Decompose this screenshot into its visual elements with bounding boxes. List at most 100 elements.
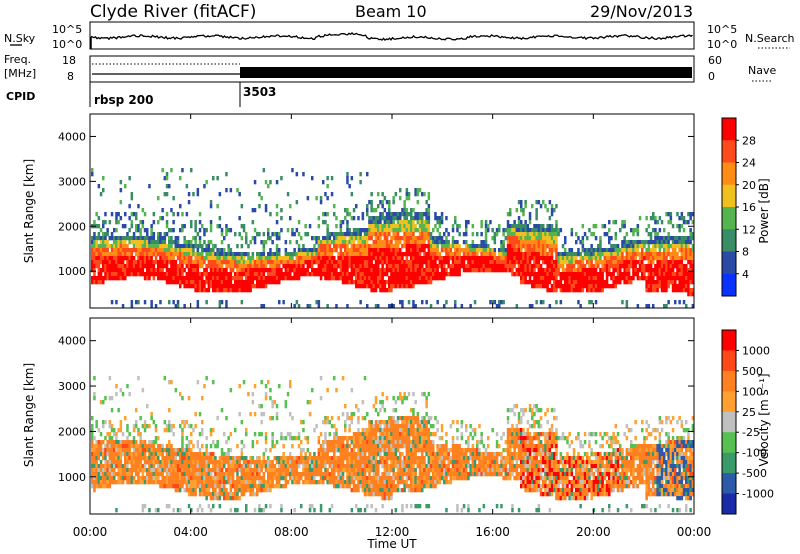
- heatmap-cell: [141, 268, 145, 273]
- heatmap-cell: [689, 264, 692, 269]
- heatmap-cell: [645, 284, 648, 289]
- heatmap-cell: [154, 244, 158, 249]
- heatmap-cell: [577, 268, 580, 273]
- heatmap-cell: [434, 224, 437, 229]
- heatmap-cell: [454, 216, 457, 221]
- heatmap-cell: [396, 216, 400, 221]
- heatmap-cell: [172, 228, 175, 233]
- heatmap-cell: [128, 240, 131, 245]
- heatmap-cell: [251, 236, 255, 241]
- heatmap-cell: [289, 216, 292, 221]
- heatmap-cell: [220, 280, 224, 285]
- heatmap-cell: [443, 260, 446, 265]
- heatmap-cell: [104, 248, 107, 253]
- heatmap-cell: [205, 272, 208, 277]
- heatmap-cell: [656, 268, 659, 273]
- heatmap-cell: [271, 272, 274, 277]
- heatmap-cell: [610, 256, 613, 261]
- heatmap-cell: [399, 268, 402, 273]
- heatmap-cell: [176, 276, 180, 281]
- heatmap-cell: [205, 460, 208, 465]
- heatmap-cell: [194, 464, 197, 469]
- heatmap-cell: [278, 476, 281, 481]
- heatmap-cell: [289, 268, 292, 273]
- heatmap-cell: [154, 428, 158, 433]
- heatmap-cell: [262, 260, 266, 265]
- heatmap-cell: [476, 268, 479, 273]
- heatmap-cell: [273, 280, 277, 285]
- heatmap-cell: [570, 256, 574, 261]
- heatmap-cell: [674, 264, 677, 269]
- heatmap-cell: [374, 244, 378, 249]
- heatmap-cell: [440, 272, 444, 277]
- heatmap-cell: [216, 252, 219, 257]
- heatmap-cell: [509, 224, 512, 229]
- heatmap-cell: [599, 280, 602, 285]
- heatmap-cell: [418, 212, 422, 217]
- heatmap-cell: [388, 248, 391, 253]
- heatmap-cell: [357, 268, 360, 273]
- heatmap-cell: [352, 264, 356, 269]
- heatmap-cell: [652, 228, 655, 233]
- heatmap-cell: [328, 276, 332, 281]
- heatmap-cell: [407, 284, 411, 289]
- heatmap-cell: [440, 220, 444, 225]
- heatmap-cell: [528, 232, 532, 237]
- heatmap-cell: [388, 276, 391, 281]
- heatmap-cell: [102, 468, 105, 473]
- heatmap-cell: [564, 252, 567, 257]
- heatmap-cell: [330, 264, 334, 269]
- heatmap-cell: [491, 260, 494, 265]
- heatmap-cell: [682, 280, 686, 285]
- heatmap-cell: [383, 240, 387, 245]
- heatmap-cell: [115, 216, 118, 221]
- heatmap-cell: [372, 268, 376, 273]
- heatmap-cell: [427, 276, 431, 281]
- heatmap-cell: [438, 272, 442, 277]
- heatmap-cell: [449, 244, 453, 249]
- heatmap-cell: [284, 264, 288, 269]
- heatmap-cell: [179, 452, 182, 457]
- heatmap-cell: [119, 252, 123, 257]
- heatmap-cell: [539, 256, 543, 261]
- heatmap-cell: [132, 456, 136, 461]
- heatmap-cell: [392, 224, 395, 229]
- heatmap-cell: [99, 432, 103, 437]
- heatmap-cell: [289, 276, 292, 281]
- heatmap-cell: [513, 256, 516, 261]
- heatmap-cell: [245, 476, 248, 481]
- heatmap-cell: [128, 268, 131, 273]
- heatmap-cell: [368, 264, 371, 269]
- heatmap-cell: [176, 268, 180, 273]
- heatmap-cell: [135, 248, 138, 253]
- heatmap-cell: [348, 248, 351, 253]
- heatmap-cell: [550, 248, 554, 253]
- heatmap-cell: [113, 236, 116, 241]
- heatmap-cell: [242, 380, 246, 385]
- heatmap-cell: [434, 264, 437, 269]
- heatmap-cell: [555, 240, 558, 245]
- heatmap-cell: [139, 444, 142, 449]
- colorbar-swatch: [722, 118, 736, 141]
- heatmap-cell: [687, 292, 690, 297]
- heatmap-cell: [601, 268, 604, 273]
- heatmap-cell: [165, 232, 169, 237]
- heatmap-cell: [531, 244, 534, 249]
- heatmap-cell: [192, 264, 195, 269]
- heatmap-cell: [264, 268, 268, 273]
- heatmap-cell: [225, 264, 228, 269]
- heatmap-cell: [647, 232, 651, 237]
- heatmap-cell: [212, 440, 215, 445]
- heatmap-cell: [190, 492, 193, 497]
- heatmap-cell: [174, 468, 178, 473]
- heatmap-cell: [456, 272, 459, 277]
- heatmap-cell: [97, 484, 101, 489]
- heatmap-cell: [546, 232, 549, 237]
- heatmap-cell: [117, 408, 120, 413]
- heatmap-cell: [245, 460, 248, 465]
- heatmap-cell: [271, 476, 274, 481]
- heatmap-cell: [262, 280, 266, 285]
- heatmap-cell: [126, 476, 129, 481]
- heatmap-cell: [176, 256, 180, 261]
- heatmap-cell: [165, 428, 169, 433]
